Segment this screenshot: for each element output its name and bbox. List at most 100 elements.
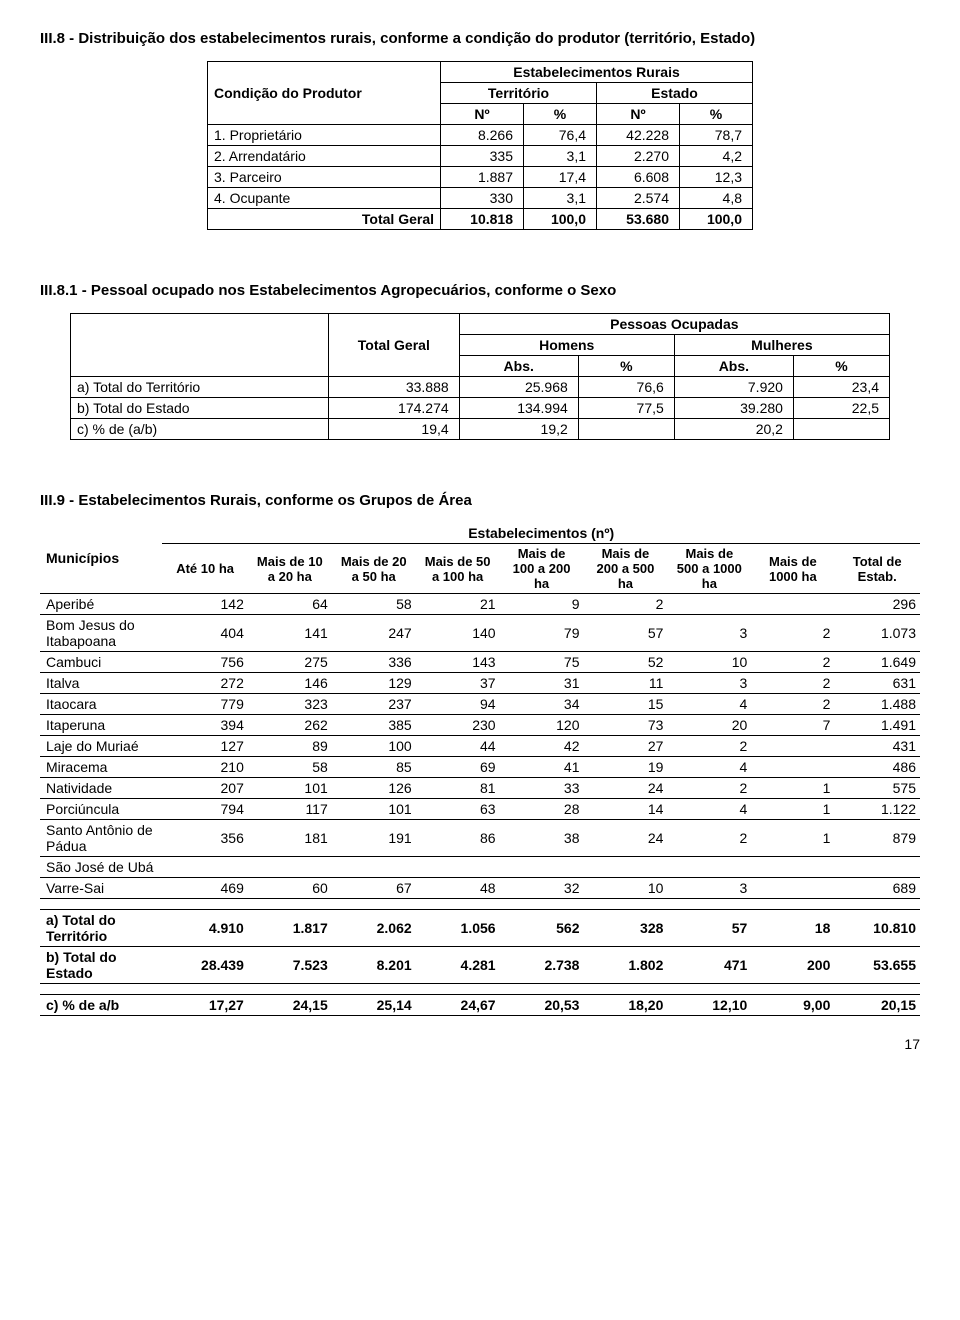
cell: 129 xyxy=(332,673,416,694)
cell: 2 xyxy=(751,615,834,652)
table-row: 4. Ocupante 330 3,1 2.574 4,8 xyxy=(208,188,753,209)
cell: 33.888 xyxy=(328,377,459,398)
cell: 63 xyxy=(416,799,500,820)
cell xyxy=(416,857,500,878)
cell: 89 xyxy=(248,736,332,757)
cell xyxy=(751,736,834,757)
pct-row: c) % de a/b17,2724,1525,1424,6720,5318,2… xyxy=(40,995,920,1016)
cell: 25,14 xyxy=(332,995,416,1016)
h-pct: % xyxy=(680,104,753,125)
cell: 2 xyxy=(751,673,834,694)
total-territorio: a) Total do Território4.9101.8172.0621.0… xyxy=(40,910,920,947)
cell: 431 xyxy=(834,736,920,757)
cell: 3 xyxy=(667,878,751,899)
cell: 174.274 xyxy=(328,398,459,419)
h-terr: Território xyxy=(441,83,597,104)
row-label: Itaperuna xyxy=(40,715,162,736)
row-label: Italva xyxy=(40,673,162,694)
cell: 42 xyxy=(500,736,584,757)
table-row: Natividade20710112681332421575 xyxy=(40,778,920,799)
cell: 230 xyxy=(416,715,500,736)
cell: 79 xyxy=(500,615,584,652)
cell: 58 xyxy=(248,757,332,778)
cell: 4 xyxy=(667,757,751,778)
cell: 356 xyxy=(162,820,248,857)
cell: 60 xyxy=(248,878,332,899)
cell: 64 xyxy=(248,594,332,615)
cell: 19,2 xyxy=(459,419,578,440)
cell: 17,4 xyxy=(524,167,597,188)
cell: 486 xyxy=(834,757,920,778)
blank xyxy=(71,314,329,377)
cell: 86 xyxy=(416,820,500,857)
row-label: Varre-Sai xyxy=(40,878,162,899)
cell: 3,1 xyxy=(524,188,597,209)
section-9-title: III.9 - Estabelecimentos Rurais, conform… xyxy=(40,492,920,509)
cell xyxy=(500,857,584,878)
row-label: b) Total do Estado xyxy=(71,398,329,419)
cell: 3 xyxy=(667,615,751,652)
cell: 100,0 xyxy=(680,209,753,230)
cell: 779 xyxy=(162,694,248,715)
cell: 52 xyxy=(583,652,667,673)
cell: 42.228 xyxy=(597,125,680,146)
cell: 28 xyxy=(500,799,584,820)
cell: 330 xyxy=(441,188,524,209)
cell: 85 xyxy=(332,757,416,778)
col-header: Mais de 50 a 100 ha xyxy=(416,544,500,594)
cell: 57 xyxy=(583,615,667,652)
cell: 67 xyxy=(332,878,416,899)
row-label: Cambuci xyxy=(40,652,162,673)
table-row: Laje do Muriaé127891004442272431 xyxy=(40,736,920,757)
cell: 631 xyxy=(834,673,920,694)
table-row: Italva27214612937311132631 xyxy=(40,673,920,694)
col-header: Até 10 ha xyxy=(162,544,248,594)
cell: 1 xyxy=(751,799,834,820)
cell: 4.910 xyxy=(162,910,248,947)
cell xyxy=(793,419,889,440)
cell: 34 xyxy=(500,694,584,715)
cell: 237 xyxy=(332,694,416,715)
row-label: Porciúncula xyxy=(40,799,162,820)
row-label: a) Total do Território xyxy=(40,910,162,947)
cell: 18,20 xyxy=(583,995,667,1016)
cell: 10 xyxy=(583,878,667,899)
cell: 39.280 xyxy=(674,398,793,419)
cell: 394 xyxy=(162,715,248,736)
total-row: Total Geral10.818100,053.680100,0 xyxy=(208,209,753,230)
h-condicao: Condição do Produtor xyxy=(208,62,441,125)
cell: 15 xyxy=(583,694,667,715)
row-label: c) % de (a/b) xyxy=(71,419,329,440)
cell: 20,15 xyxy=(834,995,920,1016)
cell: 141 xyxy=(248,615,332,652)
cell: 69 xyxy=(416,757,500,778)
cell: 191 xyxy=(332,820,416,857)
cell: 2 xyxy=(667,820,751,857)
cell: 2.574 xyxy=(597,188,680,209)
h-tg: Total Geral xyxy=(328,314,459,377)
cell: 1.649 xyxy=(834,652,920,673)
cell xyxy=(248,857,332,878)
cell: 10 xyxy=(667,652,751,673)
cell: 20,2 xyxy=(674,419,793,440)
h-est: Estado xyxy=(597,83,753,104)
cell: 2 xyxy=(751,694,834,715)
cell: 142 xyxy=(162,594,248,615)
cell: 404 xyxy=(162,615,248,652)
cell: 81 xyxy=(416,778,500,799)
h-po: Pessoas Ocupadas xyxy=(459,314,889,335)
row-label: 4. Ocupante xyxy=(208,188,441,209)
row-label: c) % de a/b xyxy=(40,995,162,1016)
table-row: c) % de (a/b) 19,4 19,2 20,2 xyxy=(71,419,890,440)
cell: 1.817 xyxy=(248,910,332,947)
cell: 33 xyxy=(500,778,584,799)
cell: 4.281 xyxy=(416,947,500,984)
cell: 75 xyxy=(500,652,584,673)
col-header: Mais de 500 a 1000 ha xyxy=(667,544,751,594)
table-9: Municípios Estabelecimentos (nº) Até 10 … xyxy=(40,523,920,1016)
cell xyxy=(751,857,834,878)
cell xyxy=(751,757,834,778)
cell: 1.802 xyxy=(583,947,667,984)
row-label: Itaocara xyxy=(40,694,162,715)
col-header: Mais de 10 a 20 ha xyxy=(248,544,332,594)
